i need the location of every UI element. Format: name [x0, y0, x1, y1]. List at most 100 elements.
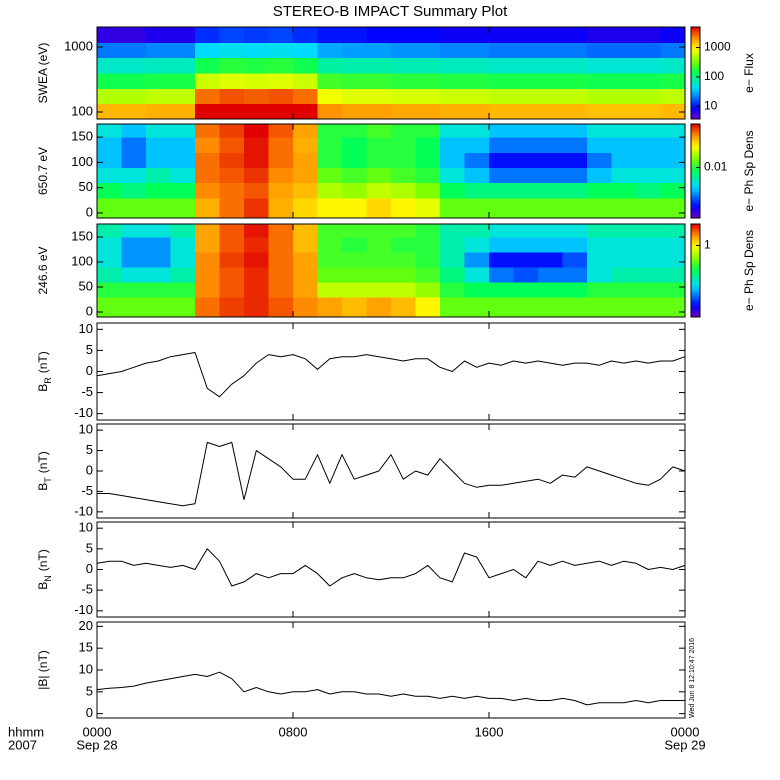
heatmap-cell [268, 57, 294, 74]
x-date-label: Sep 29 [664, 737, 705, 752]
heatmap-cell [489, 73, 514, 89]
heatmap-cell [244, 42, 269, 59]
heatmap-cell [660, 103, 686, 120]
heatmap-cell [268, 252, 294, 268]
heatmap-cell [293, 88, 318, 105]
heatmap-cell [562, 167, 588, 184]
heatmap-cell [489, 137, 514, 153]
heatmap-cell [146, 237, 171, 253]
heatmap-cell [244, 27, 269, 43]
heatmap-cell [440, 57, 465, 74]
data-line [96, 548, 686, 587]
x-tick-label: 0800 [279, 724, 308, 739]
heatmap-cell [195, 137, 220, 153]
heatmap-cell [562, 103, 588, 120]
heatmap-cell [587, 42, 612, 59]
heatmap-cell [636, 27, 661, 43]
heatmap-cell [293, 42, 318, 59]
heatmap-cell [97, 73, 122, 89]
heatmap-cell [268, 282, 294, 298]
heatmap-cell [391, 224, 416, 238]
chart-title: STEREO-B IMPACT Summary Plot [273, 3, 508, 20]
heatmap-cell [513, 103, 539, 120]
heatmap-cell [538, 282, 563, 298]
heatmap-cell [366, 267, 392, 283]
heatmap-cell [121, 297, 147, 318]
heatmap-cell [464, 57, 490, 74]
heatmap-cell [538, 182, 563, 199]
heatmap-cell [660, 282, 686, 298]
heatmap-cell [366, 237, 392, 253]
panel-frame [96, 423, 686, 519]
heatmap-cell [195, 124, 220, 138]
heatmap-cell [538, 88, 563, 105]
heatmap-cell [391, 73, 416, 89]
heatmap-cell [268, 297, 294, 318]
heatmap-cell [660, 167, 686, 184]
heatmap-cell [513, 237, 539, 253]
heatmap-cell [513, 42, 539, 59]
heatmap-cell [391, 137, 416, 153]
heatmap-cell [170, 27, 196, 43]
heatmap-cell [170, 124, 196, 138]
heatmap-cell [317, 152, 343, 168]
colorbar-tick-label: 1 [704, 238, 711, 252]
heatmap-cell [636, 237, 661, 253]
heatmap-cell [440, 224, 465, 238]
y-axis-label-main: B [36, 582, 50, 590]
y-tick-label: 5 [86, 540, 93, 555]
heatmap-cell [317, 252, 343, 268]
heatmap-cell [195, 103, 220, 120]
y-axis-label: SWEA (eV) [36, 43, 50, 104]
heatmap-cell [121, 27, 147, 43]
heatmap-cell [195, 27, 220, 43]
heatmap-cell [464, 152, 490, 168]
heatmap-cell [219, 88, 245, 105]
heatmap-cell [587, 103, 612, 120]
heatmap-cell [244, 57, 269, 74]
heatmap-cell [268, 27, 294, 43]
heatmap-cell [244, 103, 269, 120]
heatmap-cell [366, 197, 392, 219]
heatmap-cell [489, 267, 514, 283]
heatmap-cell [660, 73, 686, 89]
heatmap-cell [415, 124, 441, 138]
x-tick-label: 1600 [475, 724, 504, 739]
y-tick-label: 50 [79, 278, 93, 293]
heatmap-cell [342, 252, 367, 268]
heatmap-cell [611, 57, 637, 74]
colorbar-tick-label: 100 [704, 69, 724, 83]
heatmap-cell [611, 103, 637, 120]
heatmap-cell [366, 57, 392, 74]
heatmap-cell [97, 124, 122, 138]
heatmap-cell [317, 224, 343, 238]
heatmap-cell [562, 137, 588, 153]
heatmap-cell [97, 267, 122, 283]
heatmap-cell [293, 252, 318, 268]
heatmap-cell [562, 224, 588, 238]
heatmap-cell [464, 297, 490, 318]
heatmap-cell [391, 88, 416, 105]
heatmap-cell [146, 27, 171, 43]
heatmap-cell [562, 267, 588, 283]
heatmap-cell [268, 197, 294, 219]
heatmap-cell [195, 182, 220, 199]
heatmap-cell [342, 297, 367, 318]
heatmap-cell [660, 27, 686, 43]
heatmap-cell [170, 297, 196, 318]
heatmap-cell [562, 42, 588, 59]
y-tick-label: 10 [79, 661, 93, 676]
heatmap-cell [195, 224, 220, 238]
heatmap-cell [562, 124, 588, 138]
heatmap-cell [146, 282, 171, 298]
heatmap-cell [440, 297, 465, 318]
heatmap-cell [97, 197, 122, 219]
heatmap-cell [391, 237, 416, 253]
heatmap-cell [146, 73, 171, 89]
heatmap-cell [317, 282, 343, 298]
heatmap-cell [513, 137, 539, 153]
heatmap-cell [415, 282, 441, 298]
heatmap-cell [146, 88, 171, 105]
heatmap-cell [317, 237, 343, 253]
